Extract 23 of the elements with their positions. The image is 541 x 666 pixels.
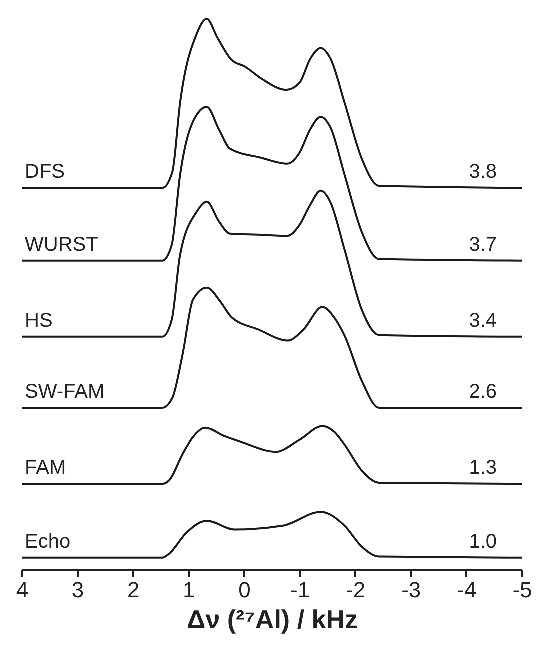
series-label: Echo [25, 530, 71, 553]
annotation: 3.4 [469, 310, 497, 332]
x-tick-label: 0 [238, 578, 251, 602]
x-tick-label: -2 [346, 578, 366, 602]
annotation: 3.8 [469, 161, 497, 184]
x-tick-label: -1 [290, 578, 310, 602]
x-tick-label: -4 [457, 578, 477, 602]
series-label: SW-FAM [25, 381, 105, 404]
annotation: 3.7 [469, 234, 497, 256]
annotation: 1.0 [469, 530, 497, 553]
x-tick-label: 4 [16, 578, 29, 602]
x-tick-label: -5 [512, 578, 532, 602]
x-tick-label: 3 [72, 578, 84, 602]
annotation: 1.3 [469, 457, 497, 480]
series-label: DFS [25, 161, 65, 184]
annotation: 2.6 [469, 381, 497, 404]
x-tick-label: -3 [402, 578, 422, 602]
series-label: WURST [25, 234, 98, 256]
series-label: HS [25, 310, 53, 332]
x-axis-title: Δν (²⁷Al) / kHz [187, 604, 358, 634]
series-label: FAM [25, 457, 66, 480]
x-tick-label: 1 [183, 578, 196, 602]
x-tick-label: 2 [127, 578, 140, 602]
